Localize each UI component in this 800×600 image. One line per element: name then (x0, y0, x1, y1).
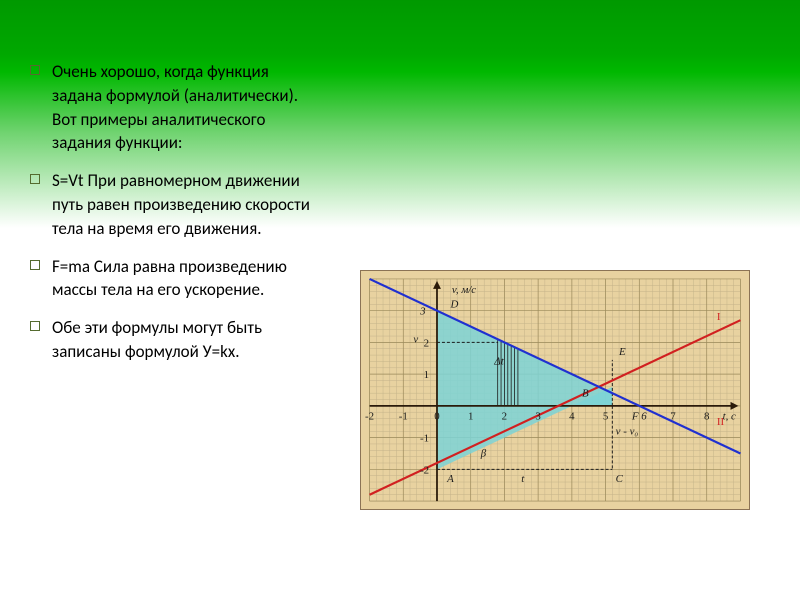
svg-text:-1: -1 (399, 411, 408, 423)
svg-text:8: 8 (704, 411, 710, 423)
bullet-text: Обе эти формулы могут быть записаны форм… (52, 316, 320, 364)
svg-text:5: 5 (603, 411, 609, 423)
svg-text:v: v (413, 333, 418, 345)
bullet-item: F=ma Сила равна произведению массы тела … (30, 255, 320, 303)
bullet-text: S=Vt При равномерном движении путь равен… (52, 169, 320, 240)
svg-text:β: β (480, 448, 487, 460)
svg-text:A: A (446, 473, 454, 485)
square-bullet-icon (30, 260, 40, 270)
svg-text:2: 2 (424, 337, 429, 349)
square-bullet-icon (30, 65, 40, 75)
velocity-time-chart: III-2-101234578F 6-2-112t, cv, м/сDvΔtEB… (360, 270, 750, 510)
svg-text:C: C (616, 473, 624, 485)
bullet-text: Очень хорошо, когда функция задана форму… (52, 60, 320, 155)
svg-text:3: 3 (419, 306, 426, 318)
svg-text:7: 7 (670, 411, 676, 423)
svg-text:Δt: Δt (493, 356, 504, 368)
svg-text:D: D (449, 298, 458, 310)
svg-text:v - v₀: v - v₀ (616, 425, 639, 437)
bullet-item: Обе эти формулы могут быть записаны форм… (30, 316, 320, 364)
svg-text:1: 1 (424, 369, 429, 381)
svg-text:-2: -2 (365, 411, 374, 423)
svg-text:3: 3 (535, 411, 541, 423)
bullet-item: S=Vt При равномерном движении путь равен… (30, 169, 320, 240)
chart-panel: III-2-101234578F 6-2-112t, cv, м/сDvΔtEB… (340, 60, 770, 570)
svg-text:B: B (582, 387, 589, 399)
square-bullet-icon (30, 321, 40, 331)
bullet-text: F=ma Сила равна произведению массы тела … (52, 255, 320, 303)
svg-text:I: I (717, 311, 721, 323)
square-bullet-icon (30, 174, 40, 184)
svg-text:0: 0 (434, 411, 440, 423)
svg-text:-2: -2 (420, 464, 429, 476)
svg-text:t, c: t, c (723, 411, 736, 423)
bullet-item: Очень хорошо, когда функция задана форму… (30, 60, 320, 155)
bullet-list-panel: Очень хорошо, когда функция задана форму… (30, 60, 340, 570)
svg-text:v, м/с: v, м/с (452, 284, 476, 296)
svg-text:4: 4 (569, 411, 575, 423)
svg-text:F 6: F 6 (631, 411, 647, 423)
chart-svg: III-2-101234578F 6-2-112t, cv, м/сDvΔtEB… (361, 271, 749, 509)
svg-text:-1: -1 (420, 433, 429, 445)
svg-text:E: E (618, 346, 626, 358)
svg-text:2: 2 (502, 411, 507, 423)
svg-text:1: 1 (468, 411, 473, 423)
